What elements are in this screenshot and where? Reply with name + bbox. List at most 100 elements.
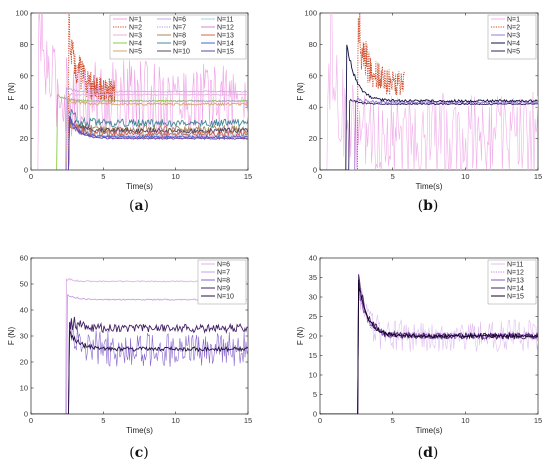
x-tick-label: 5 bbox=[391, 172, 395, 181]
legend: N=1N=2N=3N=4N=5 bbox=[487, 14, 537, 60]
y-tick-label: 60 bbox=[20, 71, 28, 80]
y-tick-label: 80 bbox=[309, 40, 317, 49]
legend-entry: N=15 bbox=[217, 49, 234, 56]
series-line-n-10 bbox=[31, 115, 248, 170]
legend-entry: N=8 bbox=[173, 33, 186, 40]
y-tick-label: 15 bbox=[309, 351, 317, 360]
series-group bbox=[31, 13, 248, 170]
panel-c: 0 5 10 15 0 10 20 30 40 50 60 Time(s) F (N) N=6N=7N=8… bbox=[7, 254, 252, 462]
legend-entry: N=12 bbox=[217, 25, 234, 32]
x-axis-label: Time(s) bbox=[126, 426, 153, 435]
y-tick-label: 30 bbox=[309, 293, 317, 302]
x-tick-label: 5 bbox=[101, 416, 105, 425]
legend-entry: N=10 bbox=[173, 49, 190, 56]
legend-entry: N=6 bbox=[173, 17, 186, 24]
y-tick-label: 40 bbox=[20, 103, 28, 112]
caption-letter: c bbox=[135, 445, 144, 461]
series-line-n-5 bbox=[31, 98, 248, 170]
caption-paren: ( bbox=[129, 198, 134, 214]
series-line-n-15 bbox=[31, 116, 248, 170]
x-tick-label: 5 bbox=[101, 172, 105, 181]
y-tick-label: 35 bbox=[309, 273, 317, 282]
panel-caption: (c) bbox=[129, 445, 148, 461]
series-line-n-11 bbox=[320, 285, 538, 414]
legend-box bbox=[487, 259, 537, 305]
legend-entry: N=1 bbox=[507, 17, 520, 24]
legend-entry: N=7 bbox=[173, 25, 186, 32]
y-tick-label: 80 bbox=[20, 40, 28, 49]
x-tick-label: 15 bbox=[244, 172, 252, 181]
legend-entry: N=14 bbox=[217, 41, 234, 48]
y-tick-label: 40 bbox=[309, 103, 317, 112]
panel-caption: (b) bbox=[418, 198, 439, 214]
legend: N=1N=2N=3N=4N=5N=6N=7N=8N=9N=10N=11N=12N… bbox=[109, 14, 247, 60]
series-line-n-7 bbox=[31, 96, 248, 170]
y-tick-label: 40 bbox=[309, 254, 317, 263]
legend: N=11N=12N=13N=14N=15 bbox=[487, 259, 537, 305]
legend-box bbox=[109, 14, 247, 60]
y-tick-label: 60 bbox=[20, 254, 28, 263]
legend-entry: N=4 bbox=[507, 41, 520, 48]
series-group bbox=[320, 13, 538, 170]
caption-letter: b bbox=[423, 198, 433, 214]
series-line-n-4 bbox=[320, 44, 538, 170]
x-axis-label: Time(s) bbox=[126, 182, 153, 191]
x-axis-label: Time(s) bbox=[416, 426, 443, 435]
legend-entry: N=2 bbox=[129, 25, 142, 32]
caption-paren: ( bbox=[129, 445, 134, 461]
x-tick-label: 15 bbox=[534, 416, 542, 425]
legend-box bbox=[487, 14, 537, 60]
y-tick-label: 60 bbox=[309, 71, 317, 80]
series-line-n-10 bbox=[31, 330, 248, 414]
x-axis-label: Time(s) bbox=[416, 182, 443, 191]
y-tick-label: 10 bbox=[20, 384, 28, 393]
y-tick-label: 20 bbox=[309, 332, 317, 341]
legend-entry: N=5 bbox=[129, 49, 142, 56]
y-tick-label: 0 bbox=[24, 410, 28, 419]
caption-paren: ( bbox=[418, 198, 423, 214]
legend: N=6N=7N=8N=9N=10 bbox=[197, 259, 247, 305]
series-line-n-14 bbox=[31, 117, 248, 170]
caption-paren: ) bbox=[433, 198, 438, 214]
y-tick-label: 0 bbox=[313, 166, 317, 175]
y-tick-label: 30 bbox=[20, 332, 28, 341]
y-tick-label: 0 bbox=[24, 166, 28, 175]
series-line-n-6 bbox=[31, 86, 248, 170]
panel-caption: (a) bbox=[129, 198, 149, 214]
series-line-n-8 bbox=[31, 321, 248, 414]
x-tick-label: 10 bbox=[171, 416, 179, 425]
legend-entry: N=6 bbox=[217, 262, 230, 269]
legend-entry: N=8 bbox=[217, 278, 230, 285]
x-tick-label: 0 bbox=[29, 172, 33, 181]
legend-entry: N=13 bbox=[507, 278, 524, 285]
caption-paren: ( bbox=[418, 445, 423, 461]
legend-entry: N=3 bbox=[507, 33, 520, 40]
x-tick-label: 10 bbox=[461, 172, 469, 181]
y-tick-label: 25 bbox=[309, 312, 317, 321]
legend-entry: N=2 bbox=[507, 25, 520, 32]
legend-entry: N=7 bbox=[217, 270, 230, 277]
y-axis-label: F (N) bbox=[7, 327, 16, 346]
legend-entry: N=15 bbox=[507, 294, 524, 301]
legend-entry: N=12 bbox=[507, 270, 524, 277]
y-tick-label: 40 bbox=[20, 306, 28, 315]
x-tick-label: 10 bbox=[171, 172, 179, 181]
legend-entry: N=4 bbox=[129, 41, 142, 48]
series-line-n-5 bbox=[320, 98, 538, 170]
series-line-n-2 bbox=[31, 13, 116, 170]
y-axis-label: F (N) bbox=[296, 82, 305, 101]
legend-entry: N=11 bbox=[507, 262, 524, 269]
legend-entry: N=1 bbox=[129, 17, 142, 24]
series-line-n-9 bbox=[31, 109, 248, 170]
legend-entry: N=5 bbox=[507, 49, 520, 56]
y-tick-label: 100 bbox=[15, 9, 28, 18]
caption-letter: a bbox=[134, 198, 143, 214]
series-line-n-2 bbox=[320, 13, 405, 170]
x-tick-label: 15 bbox=[244, 416, 252, 425]
panel-caption: (d) bbox=[418, 445, 439, 461]
series-line-n-3 bbox=[31, 92, 248, 170]
legend-entry: N=10 bbox=[217, 294, 234, 301]
caption-paren: ) bbox=[144, 198, 149, 214]
